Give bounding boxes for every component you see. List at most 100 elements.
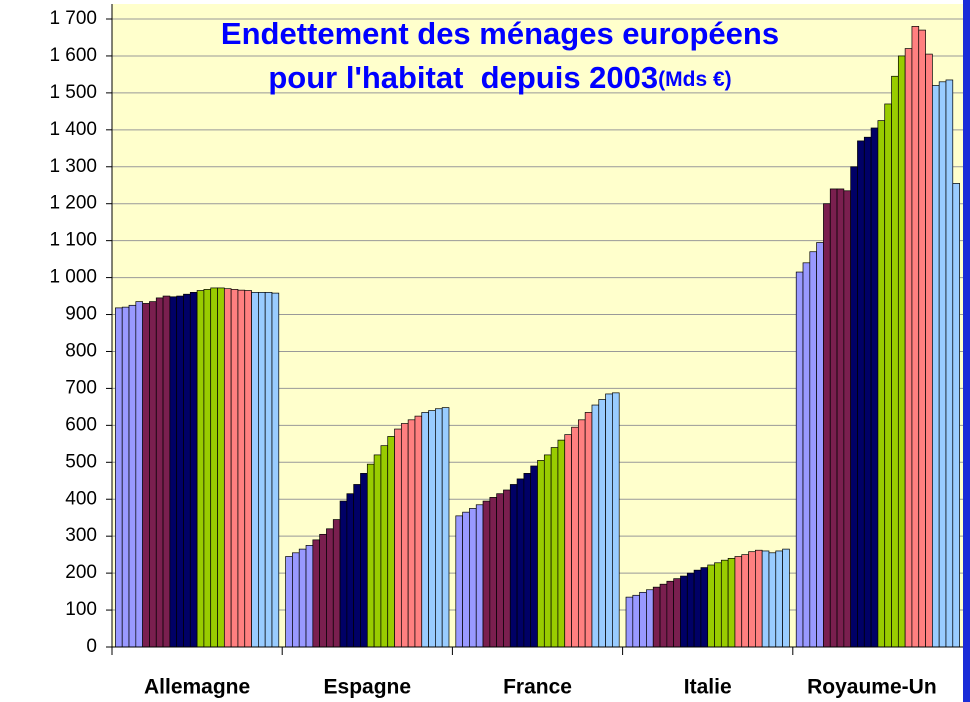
bar xyxy=(285,556,293,648)
bar xyxy=(496,493,504,648)
bar xyxy=(584,412,593,648)
y-tick-label: 300 xyxy=(65,525,97,546)
bar xyxy=(394,428,402,648)
x-tick-label: Royaume-Un xyxy=(807,676,937,699)
bar xyxy=(346,493,355,648)
y-tick-label: 500 xyxy=(65,451,97,472)
bar xyxy=(945,79,954,648)
bar xyxy=(441,407,450,648)
chart-subtitle-line: pour l'habitat depuis 2003(Mds €) xyxy=(268,60,731,95)
bar xyxy=(836,188,845,648)
bar xyxy=(428,410,436,648)
bar xyxy=(380,445,389,648)
bar xyxy=(952,183,960,648)
y-tick-label: 1 700 xyxy=(49,8,97,29)
bar xyxy=(755,549,763,648)
bar xyxy=(659,583,668,648)
chart-title: Endettement des ménages européens xyxy=(221,16,779,51)
bar xyxy=(203,289,212,648)
bar xyxy=(400,423,409,648)
bar xyxy=(652,586,661,648)
bar xyxy=(509,484,518,648)
bar xyxy=(128,304,137,648)
bar xyxy=(557,439,566,648)
bar xyxy=(863,136,872,648)
bar xyxy=(591,404,600,648)
bar xyxy=(727,557,736,648)
bar xyxy=(768,552,777,648)
bar xyxy=(632,594,640,648)
y-tick-label: 900 xyxy=(65,304,97,325)
bar xyxy=(870,127,879,648)
bar xyxy=(183,293,191,648)
bar xyxy=(162,295,171,648)
bar xyxy=(666,580,675,648)
bar xyxy=(189,292,198,648)
slide-edge xyxy=(963,0,970,702)
bar xyxy=(700,567,709,648)
bar xyxy=(516,478,525,648)
bar xyxy=(829,188,838,648)
bar xyxy=(639,591,647,648)
bar xyxy=(748,551,756,648)
bar xyxy=(149,301,157,648)
bar xyxy=(891,75,899,648)
y-tick-label: 100 xyxy=(65,599,97,620)
bar xyxy=(292,552,300,648)
bar xyxy=(537,460,545,648)
y-tick-label: 1 100 xyxy=(49,230,97,251)
chart-subtitle: pour l'habitat depuis 2003 xyxy=(268,60,658,95)
y-tick-label: 700 xyxy=(65,377,97,398)
bar xyxy=(339,500,348,648)
bar xyxy=(176,295,184,648)
bar xyxy=(305,545,314,648)
bar xyxy=(734,556,743,648)
bar xyxy=(564,434,572,648)
x-tick-label: Italie xyxy=(684,676,732,699)
marks: 0 100 200 300 400 500 600 700 800 900 1 000 1 100 1 … xyxy=(49,4,963,699)
bar xyxy=(244,290,252,648)
bar xyxy=(932,85,940,648)
bar xyxy=(571,426,579,648)
bar xyxy=(850,166,858,648)
bar xyxy=(414,415,423,648)
y-tick-label: 1 500 xyxy=(49,82,97,103)
bar xyxy=(489,497,498,648)
bar xyxy=(802,262,811,648)
bar xyxy=(353,484,361,648)
x-tick-label: France xyxy=(503,676,572,699)
bar xyxy=(435,408,443,648)
y-tick-label: 1 300 xyxy=(49,156,97,177)
bar xyxy=(543,454,552,648)
bar xyxy=(625,596,634,648)
bar xyxy=(271,292,280,648)
bar xyxy=(121,306,130,648)
bar xyxy=(673,578,681,648)
bar xyxy=(407,419,416,648)
bar xyxy=(475,504,484,648)
y-tick-label: 1 200 xyxy=(49,193,97,214)
bar xyxy=(366,463,375,648)
bar xyxy=(809,251,817,648)
bar xyxy=(462,511,470,648)
bar xyxy=(782,548,790,648)
x-tick-label: Espagne xyxy=(324,676,412,699)
bar xyxy=(503,489,511,648)
bar xyxy=(169,296,178,648)
bar xyxy=(897,55,906,648)
bar xyxy=(741,554,749,648)
bar xyxy=(523,473,532,648)
y-tick-label: 1 600 xyxy=(49,45,97,66)
bar xyxy=(312,539,320,648)
bar xyxy=(795,271,804,648)
bar xyxy=(251,292,259,648)
bar xyxy=(223,288,232,648)
bar xyxy=(332,519,341,648)
bar xyxy=(693,569,702,648)
bar xyxy=(530,465,538,648)
bar xyxy=(646,589,654,648)
x-tick-label: Allemagne xyxy=(144,676,250,699)
bar xyxy=(217,287,225,648)
bar xyxy=(550,447,559,648)
